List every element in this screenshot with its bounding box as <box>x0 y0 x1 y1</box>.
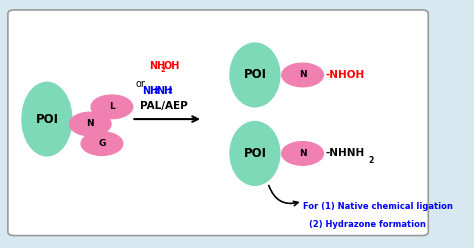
Text: 2: 2 <box>160 67 165 73</box>
Text: N: N <box>86 120 94 128</box>
Text: 2: 2 <box>368 156 374 165</box>
Text: POI: POI <box>244 147 266 160</box>
Text: -NHOH: -NHOH <box>326 70 365 80</box>
Text: For (1) Native chemical ligation: For (1) Native chemical ligation <box>302 202 453 212</box>
Text: POI: POI <box>36 113 58 125</box>
Text: NH: NH <box>156 86 173 96</box>
Ellipse shape <box>230 122 280 185</box>
Circle shape <box>69 112 111 136</box>
Text: 2: 2 <box>154 88 158 94</box>
Text: 2: 2 <box>168 88 173 94</box>
Text: N: N <box>299 70 306 79</box>
Text: G: G <box>98 139 106 148</box>
Circle shape <box>282 142 323 165</box>
FancyBboxPatch shape <box>8 10 428 236</box>
Text: PAL/AEP: PAL/AEP <box>140 101 188 111</box>
Ellipse shape <box>230 43 280 107</box>
Text: (2) Hydrazone formation: (2) Hydrazone formation <box>309 220 426 229</box>
Ellipse shape <box>22 82 72 156</box>
FancyArrowPatch shape <box>269 186 298 206</box>
Text: L: L <box>109 102 115 111</box>
Text: OH: OH <box>164 61 180 71</box>
Circle shape <box>282 63 323 87</box>
Text: NH: NH <box>142 86 158 96</box>
Circle shape <box>81 132 123 155</box>
Text: -NHNH: -NHNH <box>326 148 365 158</box>
Text: NH: NH <box>149 61 165 71</box>
Text: N: N <box>299 149 306 158</box>
Circle shape <box>91 95 133 119</box>
Text: or: or <box>135 79 145 89</box>
Text: POI: POI <box>244 68 266 81</box>
